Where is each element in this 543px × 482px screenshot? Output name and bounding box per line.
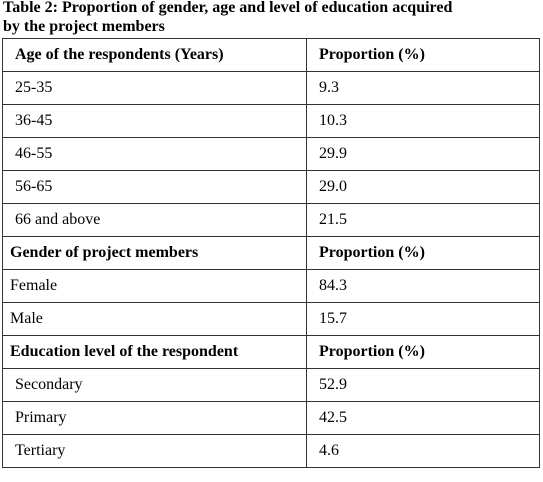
table-row: 46-55 29.9 — [2, 137, 540, 171]
table-cell: 15.7 — [306, 302, 540, 336]
table-cell: 52.9 — [306, 368, 540, 402]
table-cell: Female — [2, 269, 307, 303]
table-cell: Tertiary — [2, 434, 307, 468]
table-cell: 21.5 — [306, 203, 540, 237]
table-cell: 10.3 — [306, 104, 540, 138]
table-row: Male 15.7 — [2, 302, 540, 336]
table-row: Tertiary 4.6 — [2, 434, 540, 468]
table-cell: 9.3 — [306, 71, 540, 105]
table-cell: 29.0 — [306, 170, 540, 204]
table-cell: Primary — [2, 401, 307, 435]
section-header-row: Age of the respondents (Years) Proportion… — [2, 38, 540, 72]
table-row: Secondary 52.9 — [2, 368, 540, 402]
table-cell: 25-35 — [2, 71, 307, 105]
table-row: 56-65 29.0 — [2, 170, 540, 204]
header-cell: Education level of the respondent — [2, 335, 307, 369]
table-cell: 84.3 — [306, 269, 540, 303]
table-cell: 36-45 — [2, 104, 307, 138]
table-row: Primary 42.5 — [2, 401, 540, 435]
table-cell: 46-55 — [2, 137, 307, 171]
table-cell: 29.9 — [306, 137, 540, 171]
header-cell: Age of the respondents (Years) — [2, 38, 307, 72]
header-cell: Proportion (%) — [306, 335, 540, 369]
table-cell: 4.6 — [306, 434, 540, 468]
header-cell: Proportion (%) — [306, 236, 540, 270]
table-row: Female 84.3 — [2, 269, 540, 303]
table-body: Age of the respondents (Years) Proportion… — [2, 38, 540, 468]
table-row: 36-45 10.3 — [2, 104, 540, 138]
table-cell: 42.5 — [306, 401, 540, 435]
table-cell: Secondary — [2, 368, 307, 402]
table-row: 25-35 9.3 — [2, 71, 540, 105]
table-title: Table 2: Proportion of gender, age and l… — [3, 0, 453, 35]
table-cell: 56-65 — [2, 170, 307, 204]
table-row: 66 and above 21.5 — [2, 203, 540, 237]
table-cell: Male — [2, 302, 307, 336]
header-cell: Proportion (%) — [306, 38, 540, 72]
table-cell: 66 and above — [2, 203, 307, 237]
table: Age of the respondents (Years) Proportion… — [2, 38, 540, 468]
section-header-row: Education level of the respondent Proport… — [2, 335, 540, 369]
section-header-row: Gender of project members Proportion (%) — [2, 236, 540, 270]
header-cell: Gender of project members — [2, 236, 307, 270]
